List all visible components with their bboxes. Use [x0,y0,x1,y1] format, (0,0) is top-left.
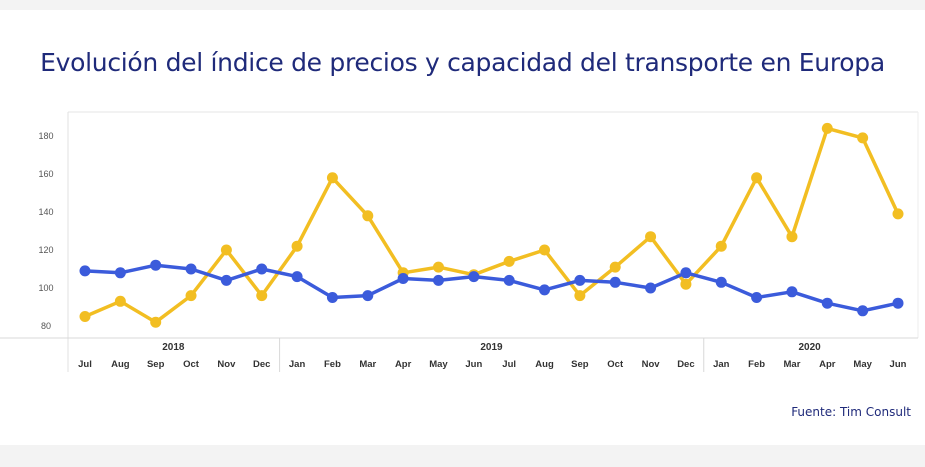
data-point-precios [609,261,621,273]
data-point-capacidad [786,286,798,298]
data-point-capacidad [715,276,727,288]
x-tick-label: Nov [217,359,236,370]
data-point-capacidad [821,297,833,309]
data-point-capacidad [432,274,444,286]
x-tick-label: Jul [502,359,516,370]
data-point-capacidad [291,271,303,283]
data-point-capacidad [256,263,268,275]
x-tick-label: Apr [819,359,836,370]
y-tick-label: 140 [38,207,53,217]
data-point-precios [432,261,444,273]
data-point-precios [539,244,551,256]
data-point-capacidad [680,267,692,279]
data-point-precios [821,122,833,134]
data-point-capacidad [574,274,586,286]
data-point-capacidad [468,271,480,283]
x-tick-label: Jun [465,359,482,370]
x-tick-label: Jul [78,359,92,370]
data-point-precios [715,240,727,252]
data-point-precios [185,290,197,302]
series-line-precios [84,126,900,324]
x-tick-label: Jun [890,359,907,370]
data-point-capacidad [892,297,904,309]
y-tick-label: 120 [38,245,53,255]
data-point-capacidad [220,274,232,286]
top-band [0,0,925,10]
x-tick-label: Oct [607,359,624,370]
data-point-precios [114,295,126,307]
x-tick-label: Aug [535,359,554,370]
data-point-capacidad [751,292,763,303]
data-point-capacidad [645,282,657,294]
series-line-capacidad [84,263,899,313]
x-tick-label: Feb [748,359,765,370]
x-tick-label: May [853,359,872,370]
data-point-capacidad [397,273,409,284]
data-point-capacidad [539,284,551,296]
chart-title: Evolución del índice de precios y capaci… [40,48,885,77]
y-tick-label: 100 [38,283,53,293]
x-tick-label: May [429,359,448,370]
data-point-precios [220,244,232,256]
year-label: 2019 [480,342,503,353]
y-tick-label: 160 [38,169,53,179]
data-point-capacidad [362,290,374,302]
y-tick-label: 180 [38,131,53,141]
data-point-capacidad [185,263,197,275]
x-tick-label: Dec [677,359,694,370]
data-point-precios [645,231,657,243]
y-tick-label: 80 [41,321,51,331]
x-tick-label: Sep [571,359,589,370]
data-point-capacidad [114,267,126,279]
x-tick-label: Sep [147,359,165,370]
data-point-precios [857,132,869,144]
data-point-capacidad [857,305,869,317]
x-tick-label: Jan [713,359,730,370]
data-point-precios [892,208,904,220]
data-point-precios [751,172,763,184]
data-point-precios [291,240,303,252]
data-point-capacidad [609,276,621,288]
data-point-capacidad [326,292,338,303]
data-point-precios [79,311,91,322]
x-tick-label: Mar [359,359,376,370]
data-point-precios [362,210,374,222]
x-tick-label: Nov [642,359,661,370]
data-point-precios [326,172,338,184]
x-tick-label: Mar [784,359,801,370]
x-tick-label: Feb [324,359,341,370]
data-point-precios [150,316,162,328]
bottom-band [0,445,925,467]
x-tick-label: Jan [289,359,306,370]
data-point-precios [786,231,798,243]
data-point-precios [574,290,586,302]
x-tick-label: Aug [111,359,130,370]
source-note: Fuente: Tim Consult [791,405,911,419]
year-label: 2020 [799,342,822,353]
x-tick-label: Oct [183,359,200,370]
x-tick-label: Apr [395,359,412,370]
data-point-capacidad [150,259,162,271]
data-point-precios [256,290,268,302]
data-point-capacidad [79,265,91,277]
data-point-precios [503,255,515,267]
year-label: 2018 [162,342,185,353]
data-point-precios [680,278,692,290]
x-tick-label: Dec [253,359,270,370]
data-point-capacidad [503,274,515,286]
